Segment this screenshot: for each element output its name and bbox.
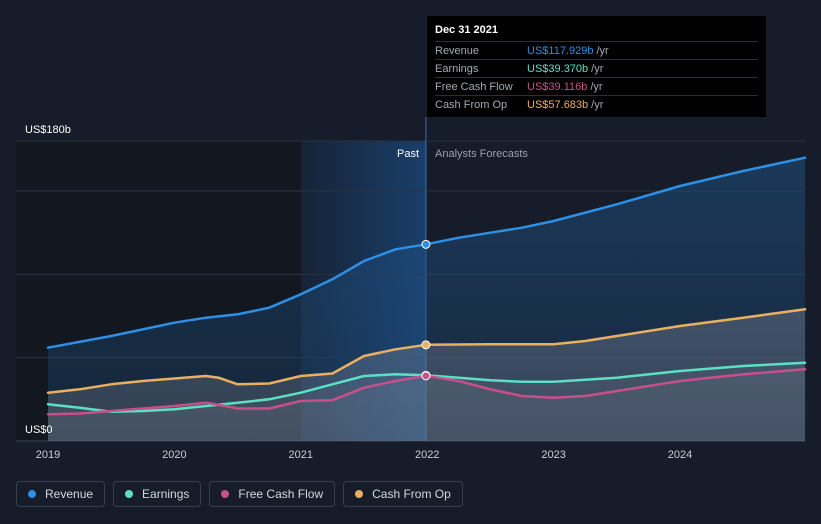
tooltip-value: US$117.929b xyxy=(527,44,594,57)
tooltip-label: Earnings xyxy=(435,62,479,75)
legend-dot-icon xyxy=(28,490,36,498)
tooltip-row-earnings: Earnings US$39.370b /yr xyxy=(435,59,758,77)
tooltip-unit: /yr xyxy=(591,98,604,111)
legend-item-earnings[interactable]: Earnings xyxy=(113,481,202,507)
x-tick-label: 2019 xyxy=(36,449,60,461)
tooltip-label: Free Cash Flow xyxy=(435,80,513,93)
tooltip-unit: /yr xyxy=(590,80,603,93)
tooltip-value: US$39.116b xyxy=(527,80,588,93)
x-tick-label: 2023 xyxy=(541,449,565,461)
tooltip-date: Dec 31 2021 xyxy=(435,24,498,36)
tooltip-label: Revenue xyxy=(435,44,480,57)
legend-dot-icon xyxy=(355,490,364,498)
legend-item-revenue[interactable]: Revenue xyxy=(16,481,106,507)
tooltip-row-revenue: Revenue US$117.929b /yr xyxy=(435,41,758,59)
revenue-marker xyxy=(421,239,431,249)
tooltip-value: US$39.370b xyxy=(527,62,589,75)
earnings-line xyxy=(46,361,807,414)
legend-label: Earnings xyxy=(142,487,190,501)
y-axis-top-label: US$180b xyxy=(25,124,71,136)
cash-from-op-line xyxy=(46,308,807,394)
x-tick-label: 2021 xyxy=(289,449,313,461)
past-label: Past xyxy=(397,148,419,160)
revenue-line xyxy=(46,156,807,349)
cash-from-op-marker xyxy=(421,340,431,350)
tooltip-unit: /yr xyxy=(591,62,604,75)
tooltip-row-free-cash-flow: Free Cash Flow US$39.116b /yr xyxy=(435,77,758,95)
legend-dot-icon xyxy=(125,490,134,498)
free-cash-flow-marker xyxy=(421,371,431,381)
legend-item-cash-from-op[interactable]: Cash From Op xyxy=(343,481,463,507)
forecast-label: Analysts Forecasts xyxy=(435,148,528,160)
legend-dot-icon xyxy=(221,490,230,498)
x-tick-label: 2022 xyxy=(415,449,439,461)
y-axis-bottom-label: US$0 xyxy=(25,424,53,436)
tooltip-label: Cash From Op xyxy=(435,98,508,111)
tooltip-value: US$57.683b xyxy=(527,98,589,111)
x-tick-label: 2024 xyxy=(668,449,692,461)
legend-item-free-cash-flow[interactable]: Free Cash Flow xyxy=(209,481,336,507)
legend: Revenue Earnings Free Cash Flow Cash Fro… xyxy=(16,481,463,507)
tooltip-unit: /yr xyxy=(596,44,609,57)
legend-label: Revenue xyxy=(45,487,94,501)
legend-label: Free Cash Flow xyxy=(238,487,324,501)
free-cash-flow-line xyxy=(46,368,807,416)
tooltip: Dec 31 2021 Revenue US$117.929b /yr Earn… xyxy=(427,16,766,117)
legend-label: Cash From Op xyxy=(372,487,451,501)
tooltip-row-cash-from-op: Cash From Op US$57.683b /yr xyxy=(435,95,758,113)
x-tick-label: 2020 xyxy=(162,449,186,461)
